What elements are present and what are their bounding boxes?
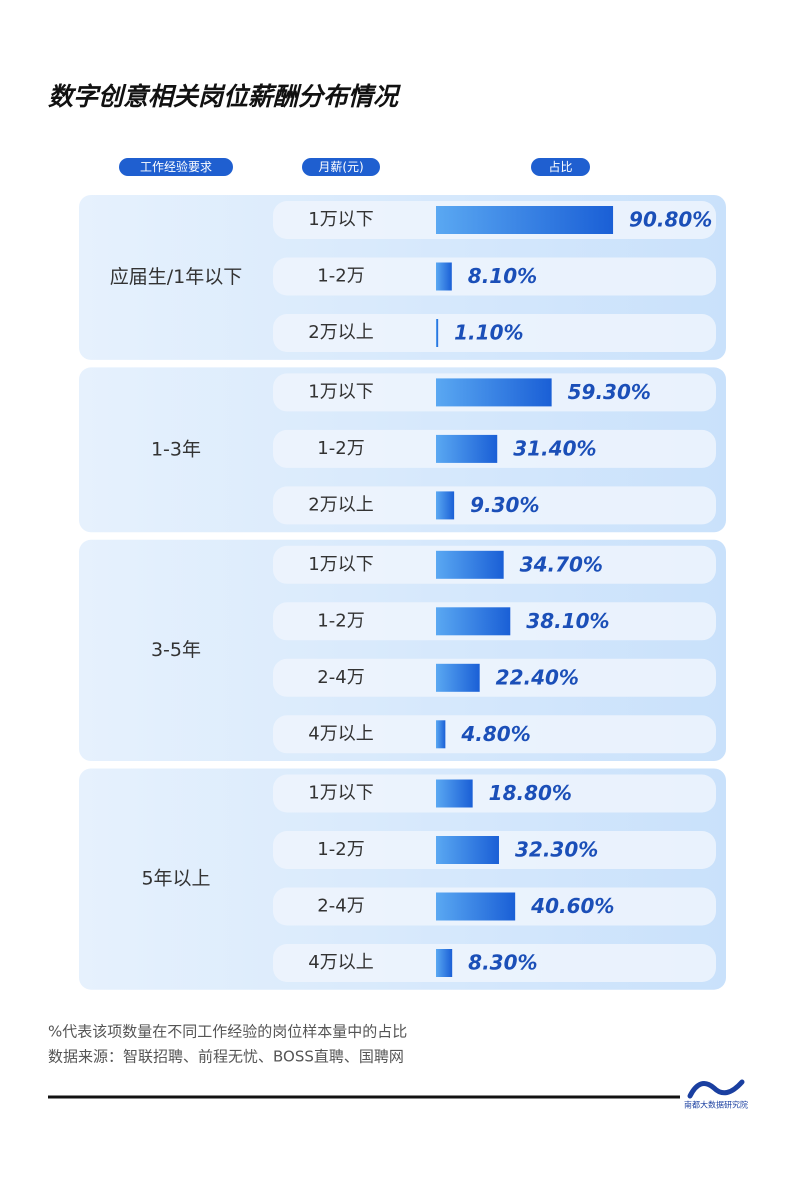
bar (436, 434, 498, 463)
bar (436, 491, 455, 520)
category-label: 1万以下 (308, 783, 373, 804)
bar (436, 836, 499, 864)
value-label: 32.30% (515, 838, 598, 862)
category-label: 4万以上 (308, 952, 373, 973)
value-label: 8.30% (468, 951, 537, 975)
bar (436, 720, 446, 749)
group-label: 应届生/1年以下 (110, 266, 243, 288)
category-label: 1-2万 (317, 839, 364, 860)
value-label: 9.30% (470, 493, 539, 517)
bar (436, 319, 439, 347)
group-box (79, 768, 726, 990)
value-label: 1.10% (454, 321, 523, 345)
category-label: 1-2万 (317, 610, 364, 631)
row-pill (273, 658, 716, 697)
header-pill (531, 158, 590, 176)
value-label: 38.10% (526, 609, 609, 633)
category-label: 1万以下 (308, 209, 373, 230)
bar (436, 663, 480, 692)
value-label: 18.80% (489, 781, 572, 805)
category-label: 2万以上 (308, 322, 373, 343)
category-label: 1-2万 (317, 438, 364, 459)
value-label: 31.40% (513, 436, 596, 460)
value-label: 59.30% (568, 380, 651, 404)
bar (436, 892, 516, 921)
row-pill (273, 257, 716, 296)
source-note: 数据来源：智联招聘、前程无忧、BOSS直聘、国聘网 (48, 1048, 404, 1066)
bar (436, 206, 614, 234)
group-label: 1-3年 (151, 438, 201, 460)
category-label: 1万以下 (308, 381, 373, 402)
group-label: 3-5年 (151, 639, 201, 661)
bar (436, 550, 504, 579)
logo-mark (687, 1079, 745, 1099)
header-pill (119, 158, 233, 176)
bar (436, 779, 473, 808)
category-label: 2-4万 (317, 667, 364, 688)
chart-title: 数字创意相关岗位薪酬分布情况 (48, 82, 401, 111)
header-pill (302, 158, 380, 176)
footnote: %代表该项数量在不同工作经验的岗位样本量中的占比 (48, 1023, 407, 1041)
row-pill (273, 774, 716, 813)
value-label: 34.70% (520, 552, 603, 576)
row-pill (273, 314, 716, 352)
bar (436, 378, 552, 407)
group-label: 5年以上 (141, 868, 210, 890)
bar (436, 949, 453, 977)
category-label: 4万以上 (308, 723, 373, 744)
value-label: 40.60% (530, 894, 614, 918)
bar (436, 262, 452, 291)
bar (436, 607, 511, 636)
value-label: 90.80% (629, 208, 712, 232)
category-label: 1万以下 (308, 554, 373, 575)
header-label: 工作经验要求 (140, 159, 212, 174)
value-label: 22.40% (496, 665, 579, 689)
row-pill (273, 715, 716, 754)
category-label: 2-4万 (317, 896, 364, 917)
value-label: 8.10% (468, 264, 537, 288)
category-label: 2万以上 (308, 494, 373, 515)
logo-text: 南都大数据研究院 (684, 1100, 748, 1110)
category-label: 1-2万 (317, 266, 364, 287)
group-box (79, 539, 726, 761)
row-pill (273, 486, 716, 525)
header-label: 占比 (548, 159, 572, 174)
header-label: 月薪(元) (318, 160, 363, 174)
row-pill (273, 944, 716, 982)
value-label: 4.80% (460, 722, 530, 746)
